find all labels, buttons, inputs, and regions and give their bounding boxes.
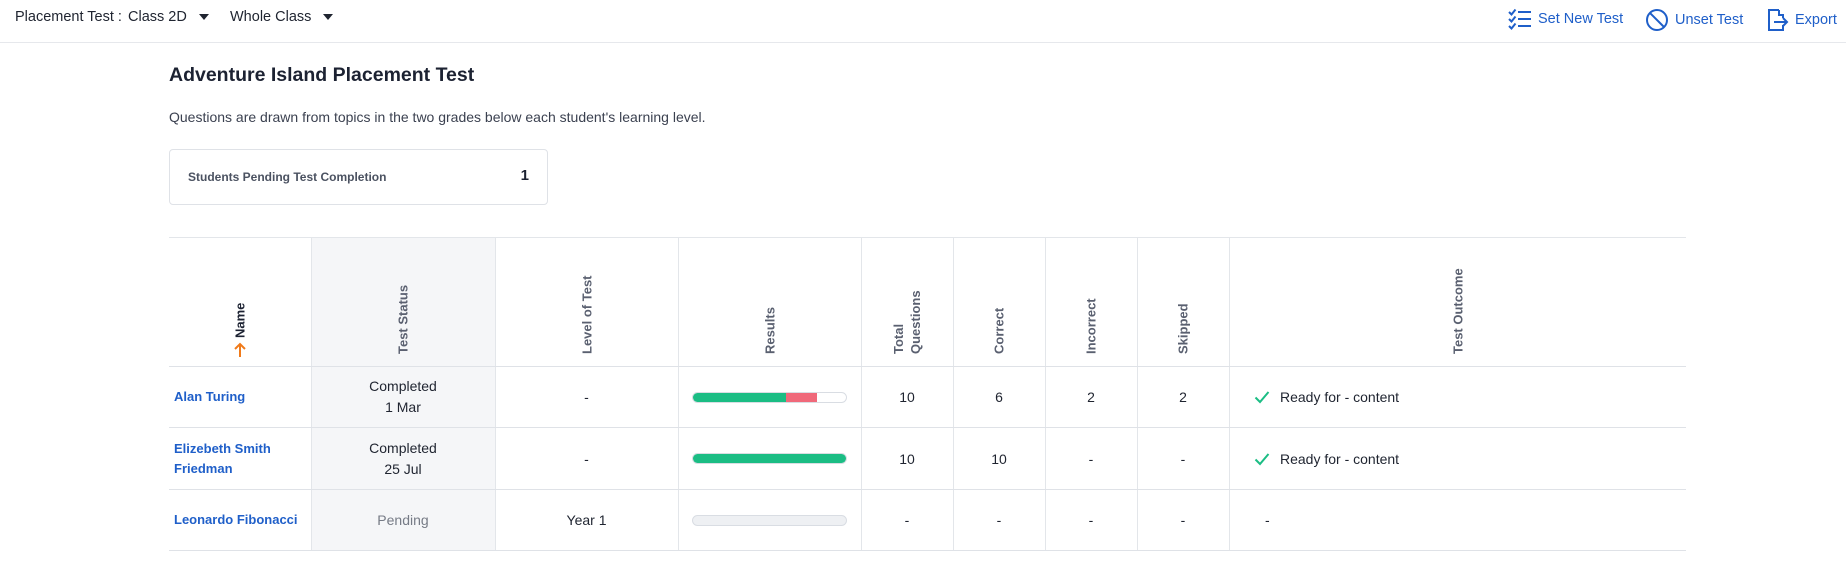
check-icon [1254, 391, 1270, 404]
column-header-level-label: Level of Test [579, 275, 594, 354]
results-bar-correct [693, 454, 846, 463]
test-status-text: Pending [377, 511, 429, 528]
total-questions: 10 [899, 389, 915, 405]
column-header-status[interactable]: Test Status [311, 238, 495, 366]
page-title: Adventure Island Placement Test [169, 64, 475, 86]
test-outcome: Ready for - content [1229, 451, 1399, 467]
column-header-results[interactable]: Results [678, 238, 861, 366]
total-questions: - [904, 512, 910, 528]
ban-icon [1646, 9, 1668, 31]
incorrect-count: - [1088, 512, 1094, 528]
group-select[interactable]: Whole Class [230, 9, 334, 25]
set-new-test-label: Set New Test [1538, 11, 1624, 27]
test-outcome: - [1229, 512, 1270, 528]
column-header-total[interactable]: Total Questions [861, 238, 953, 366]
pending-completion-card: Students Pending Test Completion 1 [169, 149, 548, 205]
test-status-text: Completed [369, 439, 437, 456]
sort-ascending-icon [234, 342, 246, 357]
test-status-date: 25 Jul [384, 460, 422, 477]
test-status: Pending [377, 510, 428, 531]
test-outcome-text: Ready for - content [1280, 389, 1400, 405]
column-header-outcome[interactable]: Test Outcome [1229, 238, 1686, 366]
placement-test-label: Placement Test : [15, 9, 122, 25]
pending-completion-count: 1 [520, 167, 529, 184]
level-of-test: Year 1 [566, 512, 607, 528]
table-header: Name Test Status Level of Test Results T… [169, 237, 1686, 367]
export-button[interactable]: Export [1765, 8, 1837, 32]
class-select-value: Class 2D [128, 9, 187, 25]
table-row: Leonardo Fibonacci Pending Year 1 - - - [169, 490, 1686, 551]
test-status: Completed 25 Jul [369, 438, 437, 480]
unset-test-label: Unset Test [1675, 12, 1744, 28]
skipped-count: 2 [1179, 389, 1187, 405]
table-row: Elizebeth Smith Friedman Completed 25 Ju… [169, 428, 1686, 490]
total-questions: 10 [899, 450, 915, 467]
test-outcome: Ready for - content [1229, 389, 1399, 405]
results-bar [692, 391, 847, 403]
level-of-test: - [584, 389, 589, 405]
column-header-name[interactable]: Name [169, 238, 311, 366]
caret-down-icon [323, 14, 334, 20]
column-header-correct[interactable]: Correct [953, 238, 1045, 366]
column-header-level[interactable]: Level of Test [495, 238, 678, 366]
results-bar [692, 453, 847, 464]
column-header-skipped-label: Skipped [1175, 303, 1191, 354]
results-bar-incorrect [786, 392, 817, 402]
test-outcome-text: - [1265, 512, 1270, 528]
page-subtitle: Questions are drawn from topics in the t… [169, 109, 706, 125]
student-name-link[interactable]: Leonardo Fibonacci [174, 512, 298, 527]
correct-count: 6 [995, 389, 1003, 405]
test-status: Completed 1 Mar [369, 376, 437, 418]
unset-test-button[interactable]: Unset Test [1645, 8, 1743, 32]
column-header-name-label: Name [232, 302, 248, 338]
correct-count: - [996, 512, 1002, 528]
test-outcome-text: Ready for - content [1280, 450, 1400, 467]
column-header-results-label: Results [762, 307, 777, 354]
column-header-incorrect[interactable]: Incorrect [1045, 238, 1137, 366]
student-name-link[interactable]: Alan Turing [174, 389, 246, 404]
column-header-incorrect-label: Incorrect [1083, 298, 1099, 354]
skipped-count: - [1180, 450, 1186, 467]
checklist-icon [1508, 8, 1531, 30]
export-label: Export [1795, 12, 1837, 28]
column-header-outcome-label: Test Outcome [1450, 268, 1465, 354]
export-icon [1768, 9, 1789, 31]
table-body: Alan Turing Completed 1 Mar - 10 6 2 2 [169, 367, 1686, 551]
column-header-skipped[interactable]: Skipped [1137, 238, 1229, 366]
results-bar-correct [693, 392, 786, 402]
column-header-total-label: Total Questions [891, 290, 923, 354]
correct-count: 10 [991, 450, 1007, 467]
pending-completion-label: Students Pending Test Completion [188, 170, 387, 184]
incorrect-count: 2 [1087, 389, 1095, 405]
group-select-value: Whole Class [230, 9, 312, 25]
column-header-correct-label: Correct [991, 307, 1007, 354]
test-status-text: Completed [369, 378, 437, 394]
column-header-status-label: Test Status [395, 284, 411, 354]
skipped-count: - [1180, 512, 1186, 528]
results-bar [692, 514, 847, 526]
table-row: Alan Turing Completed 1 Mar - 10 6 2 2 [169, 367, 1686, 428]
student-name-link[interactable]: Elizebeth Smith Friedman [174, 440, 271, 476]
set-new-test-button[interactable]: Set New Test [1508, 8, 1623, 30]
test-status-date: 1 Mar [385, 399, 421, 415]
class-select[interactable]: Class 2D [128, 9, 209, 25]
students-table: Name Test Status Level of Test Results T… [169, 237, 1686, 551]
top-bar: Placement Test : Class 2D Whole Class Se… [0, 0, 1846, 43]
level-of-test: - [584, 450, 589, 467]
incorrect-count: - [1088, 450, 1094, 467]
caret-down-icon [198, 14, 209, 20]
check-icon [1254, 452, 1270, 465]
